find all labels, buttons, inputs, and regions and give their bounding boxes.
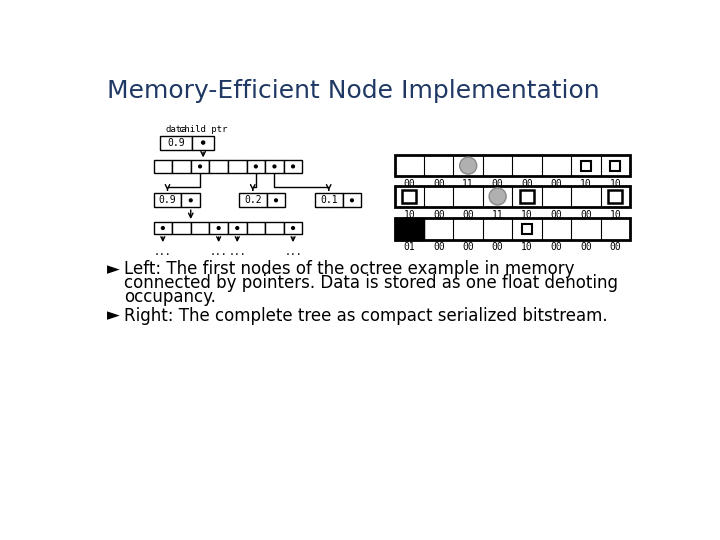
Text: Left: The first nodes of the octree example in memory: Left: The first nodes of the octree exam… xyxy=(124,260,575,279)
Bar xyxy=(172,160,191,173)
Text: 00: 00 xyxy=(403,179,415,189)
Text: 01: 01 xyxy=(403,242,415,252)
Circle shape xyxy=(292,165,294,168)
Circle shape xyxy=(161,227,164,229)
Bar xyxy=(284,222,302,234)
Bar xyxy=(246,160,265,173)
Text: 10: 10 xyxy=(610,179,621,189)
Bar xyxy=(265,222,284,234)
Text: 0.2: 0.2 xyxy=(244,195,261,205)
Text: 11: 11 xyxy=(492,210,503,220)
Bar xyxy=(181,193,200,207)
Bar xyxy=(239,193,266,207)
Text: ...: ... xyxy=(154,247,171,256)
Text: 10: 10 xyxy=(403,210,415,220)
Text: ►: ► xyxy=(107,260,120,279)
Text: 00: 00 xyxy=(462,210,474,220)
Text: 11: 11 xyxy=(462,179,474,189)
Bar xyxy=(284,160,302,173)
Circle shape xyxy=(254,165,257,168)
Bar xyxy=(153,193,181,207)
Bar xyxy=(265,160,284,173)
Circle shape xyxy=(274,199,277,202)
Circle shape xyxy=(459,157,477,174)
Text: data: data xyxy=(166,125,186,134)
Text: ...: ... xyxy=(228,247,246,256)
Bar xyxy=(402,190,416,204)
Text: 10: 10 xyxy=(521,210,533,220)
Circle shape xyxy=(351,199,354,202)
Text: ►: ► xyxy=(107,307,120,325)
Text: 00: 00 xyxy=(551,210,562,220)
Text: Right: The complete tree as compact serialized bitstream.: Right: The complete tree as compact seri… xyxy=(124,307,608,325)
Text: 10: 10 xyxy=(610,210,621,220)
Circle shape xyxy=(217,227,220,229)
Bar xyxy=(395,186,630,207)
Bar xyxy=(315,193,343,207)
Text: child ptr: child ptr xyxy=(179,125,228,134)
Bar xyxy=(172,222,191,234)
Circle shape xyxy=(199,165,202,168)
Text: 00: 00 xyxy=(433,242,445,252)
Bar xyxy=(228,160,246,173)
Bar xyxy=(522,224,532,234)
Bar xyxy=(395,218,630,240)
Bar xyxy=(192,136,214,150)
Circle shape xyxy=(489,188,506,205)
Text: 00: 00 xyxy=(610,242,621,252)
Text: 00: 00 xyxy=(492,242,503,252)
Text: 0.9: 0.9 xyxy=(167,138,185,147)
Text: 00: 00 xyxy=(551,242,562,252)
Bar xyxy=(611,161,621,171)
Circle shape xyxy=(202,141,204,144)
Text: ...: ... xyxy=(210,247,228,256)
Text: 00: 00 xyxy=(462,242,474,252)
Text: 00: 00 xyxy=(492,179,503,189)
Bar xyxy=(581,161,591,171)
Bar xyxy=(153,222,172,234)
Bar xyxy=(191,160,210,173)
Text: occupancy.: occupancy. xyxy=(124,288,216,306)
Text: 00: 00 xyxy=(551,179,562,189)
Text: 00: 00 xyxy=(433,210,445,220)
Text: 10: 10 xyxy=(521,242,533,252)
Text: 00: 00 xyxy=(433,179,445,189)
Circle shape xyxy=(273,165,276,168)
Text: Memory-Efficient Node Implementation: Memory-Efficient Node Implementation xyxy=(107,79,600,103)
Text: 00: 00 xyxy=(580,210,592,220)
Bar xyxy=(210,160,228,173)
Text: ...: ... xyxy=(284,247,302,256)
Bar xyxy=(266,193,285,207)
Bar xyxy=(210,222,228,234)
Circle shape xyxy=(189,199,192,202)
Circle shape xyxy=(236,227,238,229)
Text: 10: 10 xyxy=(580,179,592,189)
Bar xyxy=(246,222,265,234)
Text: connected by pointers. Data is stored as one float denoting: connected by pointers. Data is stored as… xyxy=(124,274,618,292)
Bar xyxy=(153,160,172,173)
Bar xyxy=(191,222,210,234)
Bar xyxy=(343,193,361,207)
Bar xyxy=(228,222,246,234)
Text: 00: 00 xyxy=(580,242,592,252)
Circle shape xyxy=(292,227,294,229)
Bar xyxy=(395,155,630,177)
Text: 0.9: 0.9 xyxy=(158,195,176,205)
Bar xyxy=(608,190,622,204)
Bar xyxy=(395,218,424,240)
Text: 0.1: 0.1 xyxy=(320,195,338,205)
Bar xyxy=(160,136,192,150)
Bar xyxy=(520,190,534,204)
Text: 00: 00 xyxy=(521,179,533,189)
